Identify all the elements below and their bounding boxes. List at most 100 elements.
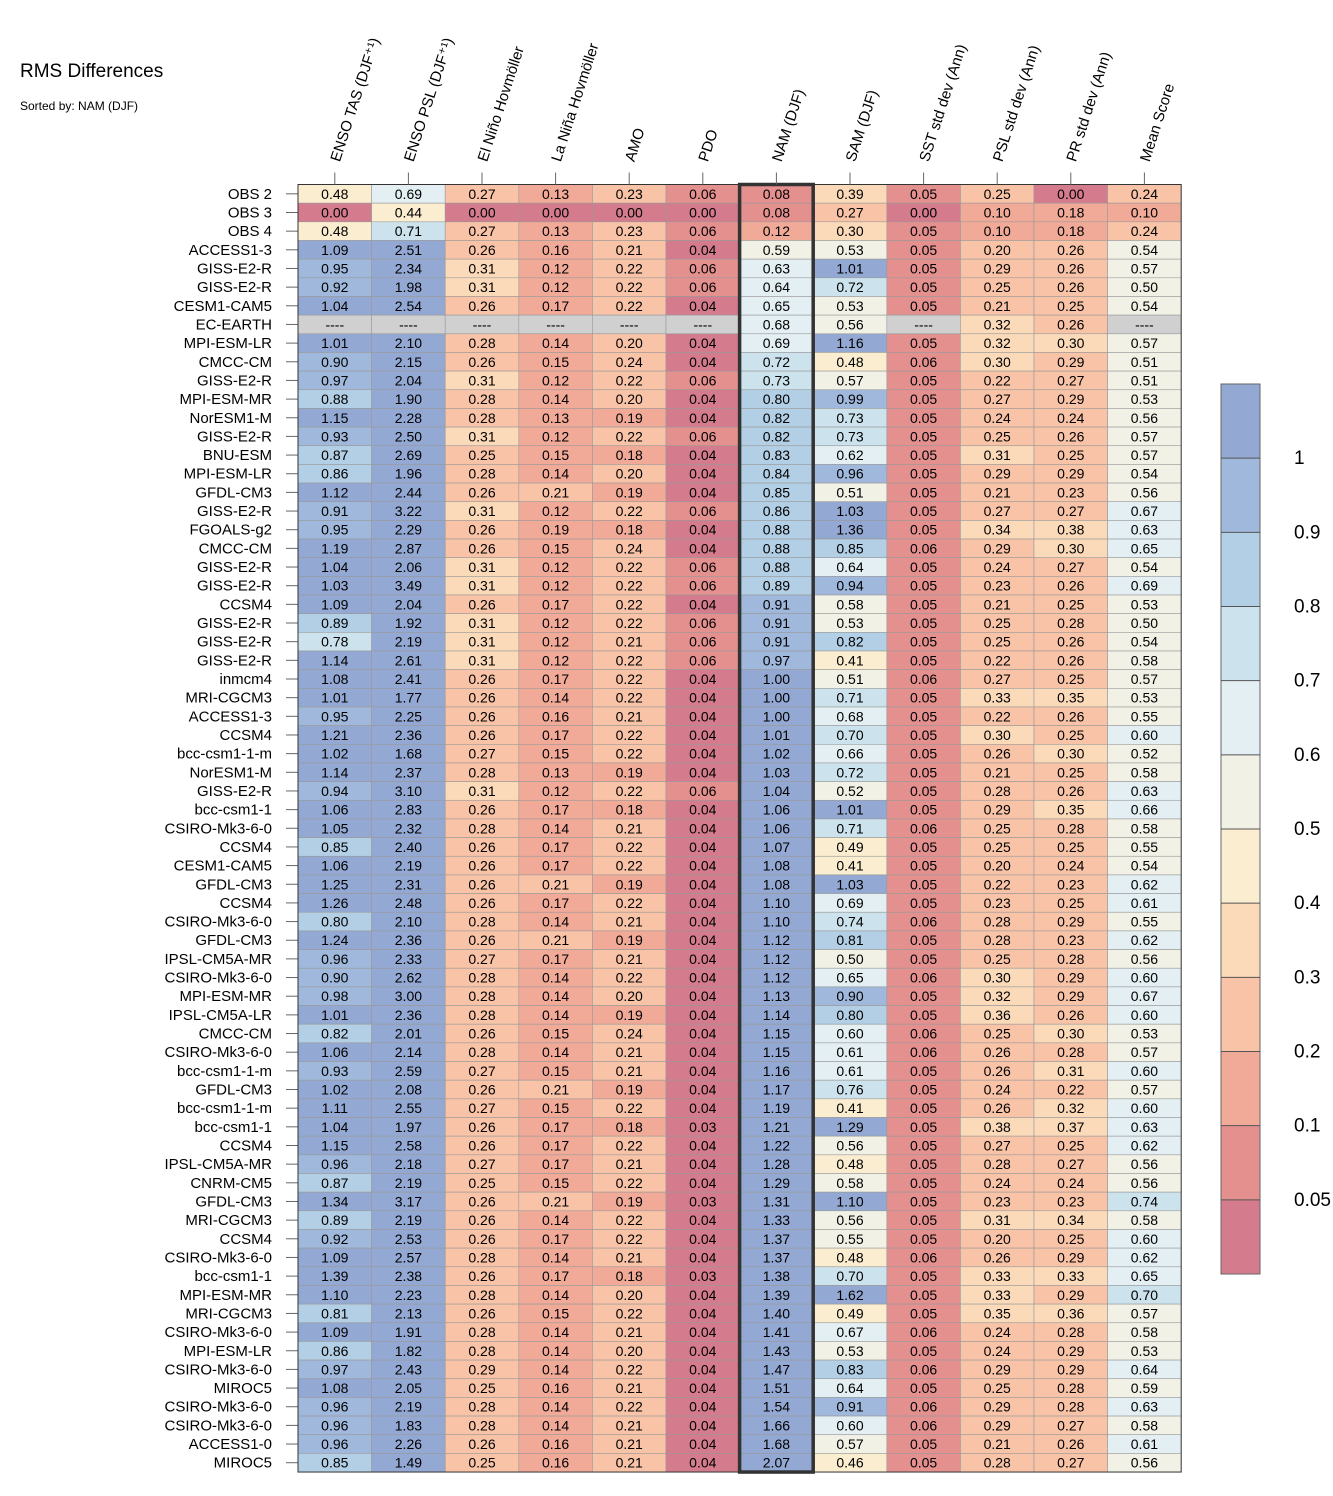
cell-value-label: 0.26 [468,596,495,612]
cell-value-label: 0.63 [1131,783,1158,799]
chart-title: RMS Differences [20,61,164,82]
cell-value-label: 0.06 [910,1361,937,1377]
cell-value-label: 0.81 [836,932,863,948]
cell-value-label: 0.58 [1131,1417,1158,1433]
cell-value-label: 0.17 [542,1268,569,1284]
cell-value-label: 0.97 [321,1361,348,1377]
cell-value-label: 0.14 [542,1044,569,1060]
cell-value-label: 0.25 [984,1380,1011,1396]
cell-value-label: 0.96 [321,1399,348,1415]
cell-value-label: 0.12 [542,615,569,631]
cell-value-label: 2.10 [395,335,422,351]
cell-value-label: 0.54 [1131,298,1158,314]
cell-value-label: 0.25 [1057,764,1084,780]
cell-value-label: 0.17 [542,1156,569,1172]
cell-value-label: 0.04 [689,596,716,612]
cell-value-label: 0.97 [763,652,790,668]
cell-value-label: 0.26 [468,1082,495,1098]
cell-value-label: 0.86 [321,1343,348,1359]
cell-value-label: 0.23 [616,186,643,202]
cell-value-label: 0.04 [689,858,716,874]
cell-value-label: 2.18 [395,1156,422,1172]
cell-value-label: 0.21 [616,242,643,258]
cell-value-label: 0.41 [836,858,863,874]
cell-value-label: 1.06 [321,1044,348,1060]
cell-value-label: 0.06 [689,634,716,650]
cell-value-label: 0.05 [910,1063,937,1079]
cell-value-label: 0.26 [468,671,495,687]
row-label: bcc-csm1-1 [194,1119,272,1136]
cell-value-label: 0.33 [984,690,1011,706]
colorbar-tick-label: 0.2 [1294,1042,1320,1063]
cell-value-label: 0.26 [468,690,495,706]
cell-value-label: 0.06 [910,1324,937,1340]
cell-value-label: 0.27 [468,223,495,239]
cell-value-label: 0.58 [836,1175,863,1191]
cell-value-label: 1.33 [763,1212,790,1228]
cell-value-label: 0.91 [763,634,790,650]
cell-value-label: 0.05 [910,410,937,426]
cell-value-label: 0.64 [836,559,863,575]
cell-value-label: 0.21 [616,820,643,836]
colorbar-segment [1221,532,1260,607]
cell-value-label: 0.15 [542,540,569,556]
cell-value-label: 0.06 [910,354,937,370]
cell-value-label: 0.19 [616,410,643,426]
row-label: MIROC5 [214,1455,272,1472]
cell-value-label: 0.16 [542,1455,569,1471]
cell-value-label: 0.23 [1057,1193,1084,1209]
cell-value-label: 0.29 [1057,970,1084,986]
cell-value-label: 0.06 [689,279,716,295]
cell-value-label: 0.21 [616,1156,643,1172]
cell-value-label: 0.24 [616,1026,643,1042]
cell-value-label: 1.04 [321,298,348,314]
cell-value-label: 0.69 [836,895,863,911]
row-label: MPI-ESM-MR [180,1287,273,1304]
cell-value-label: 0.04 [689,708,716,724]
cell-value-label: 0.57 [1131,671,1158,687]
cell-value-label: 0.26 [1057,1436,1084,1452]
row-label: bcc-csm1-1 [194,802,272,819]
cell-value-label: 1.06 [321,802,348,818]
cell-value-label: 3.10 [395,783,422,799]
cell-value-label: 1.83 [395,1417,422,1433]
colorbar-tick-label: 0.1 [1294,1116,1320,1137]
cell-value-label: 0.18 [1057,223,1084,239]
cell-value-label: 0.15 [542,1063,569,1079]
row-label: GISS-E2-R [197,783,272,800]
cell-value-label: 0.18 [616,522,643,538]
column-label: NAM (DJF) [769,87,808,164]
cell-value-label: 0.56 [1131,410,1158,426]
cell-value-label: 0.48 [836,1156,863,1172]
cell-value-label: 0.61 [1131,1436,1158,1452]
cell-value-label: 1.39 [763,1287,790,1303]
cell-value-label: 0.57 [1131,428,1158,444]
cell-value-label: 0.22 [616,783,643,799]
cell-value-label: 0.05 [910,260,937,276]
cell-value-label: 0.60 [1131,727,1158,743]
cell-value-label: 0.03 [689,1193,716,1209]
cell-value-label: 0.34 [1057,1212,1084,1228]
cell-value-label: 0.05 [910,372,937,388]
cell-value-label: 1.08 [763,876,790,892]
cell-value-label: 1.16 [763,1063,790,1079]
cell-value-label: 0.05 [910,335,937,351]
row-label: CESM1-CAM5 [174,858,272,875]
cell-value-label: 0.57 [836,1436,863,1452]
cell-value-label: 0.22 [616,503,643,519]
cell-value-label: 2.58 [395,1137,422,1153]
cell-value-label: 0.13 [542,764,569,780]
cell-value-label: 0.26 [468,932,495,948]
cell-value-label: 0.04 [689,484,716,500]
cell-value-label: 0.31 [1057,1063,1084,1079]
cell-value-label: 1.98 [395,279,422,295]
cell-value-label: ---- [399,316,418,332]
cell-value-label: 0.04 [689,914,716,930]
cell-value-label: 0.05 [910,634,937,650]
row-label: OBS 3 [228,204,272,221]
cell-value-label: 2.19 [395,634,422,650]
cell-value-label: 0.21 [616,1063,643,1079]
cell-value-label: 0.22 [1057,1082,1084,1098]
row-label: CSIRO-Mk3-6-0 [164,1399,272,1416]
